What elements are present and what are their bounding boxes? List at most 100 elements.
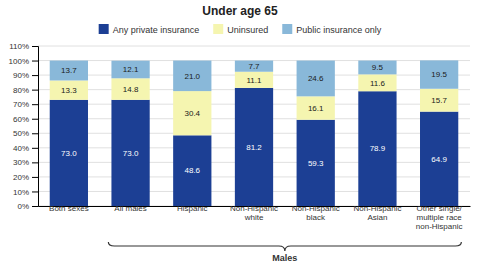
x-tick-label: Other single/multiple racenon-Hispanic	[416, 204, 463, 231]
data-label: 9.5	[372, 63, 384, 72]
data-label: 81.2	[246, 143, 262, 152]
y-tick-label: 20%	[13, 173, 29, 182]
x-tick-label: All males	[114, 204, 146, 213]
x-tick-label: Hispanic	[177, 204, 208, 213]
y-tick: 70%	[13, 100, 38, 109]
y-tick: 50%	[13, 129, 38, 138]
x-tick: Hispanic	[177, 204, 208, 213]
legend: Any private insurance Uninsured Public ins…	[99, 24, 382, 35]
x-tick: Both sexes	[49, 204, 89, 213]
y-tick-label: 80%	[13, 86, 29, 95]
bars	[50, 60, 459, 206]
bar-segment	[358, 61, 396, 75]
grid	[38, 46, 470, 206]
chart-svg: Under age 6573.073.048.681.259.378.964.9…	[0, 0, 480, 266]
y-tick-mark	[32, 162, 38, 163]
x-tick: Other single/multiple racenon-Hispanic	[416, 204, 463, 231]
x-tick-label-line: Other single/	[416, 204, 462, 213]
annotation: Males	[108, 242, 461, 263]
x-tick-label-line: Hispanic	[177, 204, 208, 213]
bar-segment	[173, 91, 211, 135]
y-tick-label: 50%	[13, 129, 29, 138]
y-tick: 40%	[13, 144, 38, 153]
y-tick: 10%	[13, 188, 38, 197]
bar-segment	[111, 78, 149, 100]
x-tick: Non-Hispanicwhite	[230, 204, 278, 222]
y-tick: 60%	[13, 115, 38, 124]
data-label: 48.6	[184, 166, 200, 175]
y-tick-mark	[32, 46, 38, 47]
y-tick: 30%	[13, 158, 38, 167]
legend-item: Public insurance only	[282, 24, 382, 35]
x-tick-label-line: Non-Hispanic	[353, 204, 401, 213]
legend-swatch	[213, 24, 223, 34]
x-tick-label-line: multiple race	[416, 213, 462, 222]
data-label: 12.1	[123, 65, 139, 74]
y-tick-label: 30%	[13, 158, 29, 167]
legend-item: Uninsured	[213, 24, 268, 35]
y-tick: 110%	[9, 42, 38, 51]
x-tick-label: Non-Hispanicblack	[292, 204, 340, 222]
data-label: 13.3	[61, 86, 77, 95]
bar-segment	[173, 135, 211, 206]
data-label: 73.0	[123, 149, 139, 158]
x-tick-label-line: Non-Hispanic	[292, 204, 340, 213]
x-tick-label-line: black	[306, 213, 326, 222]
y-tick-label: 10%	[13, 188, 29, 197]
data-label: 73.0	[61, 149, 77, 158]
x-tick: Non-Hispanicblack	[292, 204, 340, 222]
data-label: 11.6	[370, 79, 386, 88]
x-tick-label-line: Both sexes	[49, 204, 89, 213]
x-tick-label-line: Asian	[367, 213, 387, 222]
y-tick: 0%	[17, 202, 38, 211]
legend-swatch	[282, 24, 292, 34]
bar-segment	[235, 61, 273, 72]
legend-swatch	[99, 24, 109, 34]
y-tick: 80%	[13, 86, 38, 95]
y-tick: 100%	[9, 57, 38, 66]
bar-segment	[235, 88, 273, 206]
data-label: 19.5	[431, 70, 447, 79]
bar-segment	[297, 61, 335, 97]
data-label: 59.3	[308, 159, 324, 168]
x-tick-label-line: non-Hispanic	[416, 222, 463, 231]
data-label: 14.8	[123, 85, 139, 94]
data-label: 13.7	[61, 66, 77, 75]
y-tick-label: 90%	[13, 71, 29, 80]
y-axis: 0% 10% 20% 30% 40% 50% 60% 70% 80% 90% 100% 110%	[9, 42, 39, 211]
bar-segment	[358, 74, 396, 91]
legend-item: Any private insurance	[99, 24, 200, 35]
y-tick: 90%	[13, 71, 38, 80]
bar-segment	[420, 112, 458, 206]
bar-segment	[297, 120, 335, 206]
y-tick-mark	[32, 90, 38, 91]
y-tick-label: 60%	[13, 115, 29, 124]
x-tick-label: Non-Hispanicwhite	[230, 204, 278, 222]
legend-label: Any private insurance	[113, 25, 200, 35]
y-tick-label: 70%	[13, 100, 29, 109]
bar-segment	[420, 89, 458, 112]
y-axis-line	[32, 47, 39, 207]
data-label: 7.7	[248, 62, 260, 71]
data-label: 11.1	[247, 76, 263, 85]
y-tick-mark	[32, 61, 38, 62]
y-tick-mark	[32, 206, 38, 207]
y-tick-label: 100%	[9, 57, 29, 66]
data-label: 16.1	[308, 104, 324, 113]
y-tick-mark	[32, 133, 38, 134]
data-label: 21.0	[184, 72, 200, 81]
bar-segment	[50, 100, 88, 206]
legend-label: Uninsured	[227, 25, 268, 35]
bar-segment	[358, 91, 396, 206]
bar-segment	[111, 61, 149, 79]
annotation-label: Males	[272, 253, 297, 263]
x-tick-label: Both sexes	[49, 204, 89, 213]
x-tick-label: Non-HispanicAsian	[353, 204, 401, 222]
bar-segment	[173, 61, 211, 92]
x-tick-label-line: Non-Hispanic	[230, 204, 278, 213]
data-label: 30.4	[184, 109, 200, 118]
y-tick-mark	[32, 191, 38, 192]
bar-segment	[111, 100, 149, 206]
x-axis: Both sexes All males Hispanic Non-Hispanicw…	[39, 204, 471, 231]
y-tick-label: 110%	[9, 42, 29, 51]
